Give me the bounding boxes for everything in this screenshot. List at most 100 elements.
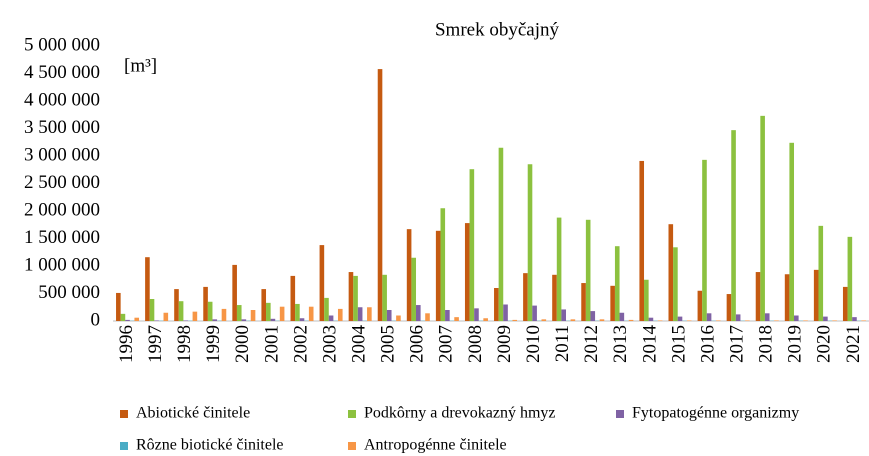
bar: [134, 317, 140, 321]
x-tick-label: 2003: [319, 325, 340, 363]
bar: [149, 299, 155, 321]
x-tick-label: 2013: [610, 325, 631, 363]
bar: [145, 257, 150, 321]
bar: [852, 317, 857, 321]
bar: [639, 160, 645, 321]
y-tick-label: 500 000: [38, 282, 100, 303]
bar: [760, 115, 765, 321]
bar: [250, 310, 256, 321]
bar: [192, 311, 198, 321]
bar: [483, 318, 488, 321]
bar: [726, 294, 732, 321]
legend-swatch: [120, 442, 128, 450]
bar: [445, 310, 450, 321]
bar: [784, 274, 790, 321]
bar: [221, 308, 227, 321]
y-tick-label: 3 000 000: [24, 144, 100, 165]
bar: [803, 320, 808, 321]
bar: [702, 159, 707, 321]
bar: [686, 320, 692, 321]
bar: [794, 315, 799, 321]
x-tick-label: 2018: [756, 325, 777, 363]
bar: [832, 320, 837, 321]
x-tick-label: 2014: [639, 325, 660, 364]
bar: [745, 320, 750, 321]
y-tick-label: 2 000 000: [24, 199, 100, 220]
bar: [299, 318, 305, 321]
bar: [527, 164, 533, 321]
bar: [241, 319, 247, 321]
bar: [706, 313, 712, 321]
bar: [425, 313, 430, 321]
bar: [474, 308, 479, 321]
y-tick-label: 4 000 000: [24, 89, 100, 110]
bar: [668, 224, 674, 321]
x-tick-label: 1998: [174, 325, 195, 363]
legend-swatch: [348, 442, 356, 450]
x-tick-label: 2004: [349, 325, 370, 364]
bar: [677, 316, 683, 321]
bar: [503, 304, 508, 321]
bar: [154, 320, 159, 321]
bar: [440, 208, 446, 321]
bar: [212, 319, 218, 321]
bar: [328, 315, 334, 321]
y-tick-label: 3 500 000: [24, 117, 100, 138]
bar: [523, 273, 528, 321]
x-tick-label: 2007: [436, 325, 457, 363]
bar: [174, 289, 179, 321]
bar: [498, 147, 504, 321]
bar: [236, 305, 242, 321]
bar: [295, 303, 300, 321]
bar: [644, 279, 649, 321]
bar: [266, 302, 271, 321]
bar: [697, 290, 703, 321]
bar: [657, 320, 663, 321]
bar: [232, 264, 237, 321]
bar: [735, 314, 741, 321]
bar: [581, 283, 586, 321]
bar: [357, 307, 363, 321]
bar: [367, 307, 372, 321]
y-tick-label: 1 000 000: [24, 254, 100, 275]
bar: [348, 272, 354, 321]
bar: [435, 230, 441, 321]
bar: [494, 288, 499, 321]
bar: [319, 245, 325, 321]
x-tick-label: 2019: [785, 325, 806, 363]
bar: [207, 301, 213, 321]
x-tick-label: 2000: [232, 325, 253, 363]
bar: [411, 257, 417, 321]
x-tick-label: 2001: [261, 325, 282, 363]
bar: [386, 310, 392, 321]
bar: [120, 313, 126, 321]
bar: [614, 246, 620, 321]
bar: [203, 286, 208, 321]
x-tick-label: 2015: [668, 325, 689, 363]
bar: [847, 236, 853, 321]
x-tick-label: 2009: [494, 325, 515, 363]
bar: [163, 312, 169, 321]
bar: [178, 301, 184, 321]
bar: [454, 317, 459, 321]
bar: [673, 247, 678, 321]
x-tick-label: 2016: [697, 325, 718, 363]
legend-label: Antropogénne činitele: [364, 437, 507, 454]
bar: [628, 319, 634, 321]
legend-swatch: [120, 410, 128, 418]
y-tick-label: 1 500 000: [24, 227, 100, 248]
legend-label: Rôzne biotické činitele: [136, 437, 284, 454]
bar: [599, 319, 605, 321]
bar: [308, 306, 314, 321]
bar: [619, 312, 625, 321]
bar: [818, 225, 824, 321]
bar: [715, 320, 721, 321]
bar: [590, 311, 596, 321]
bar: [731, 130, 736, 321]
bar: [561, 309, 566, 321]
bar: [774, 320, 779, 321]
bar: [469, 169, 475, 321]
x-tick-label: 2020: [814, 325, 835, 363]
legend-label: Podkôrny a drevokazný hmyz: [364, 405, 556, 422]
y-tick-label: 0: [91, 309, 101, 330]
